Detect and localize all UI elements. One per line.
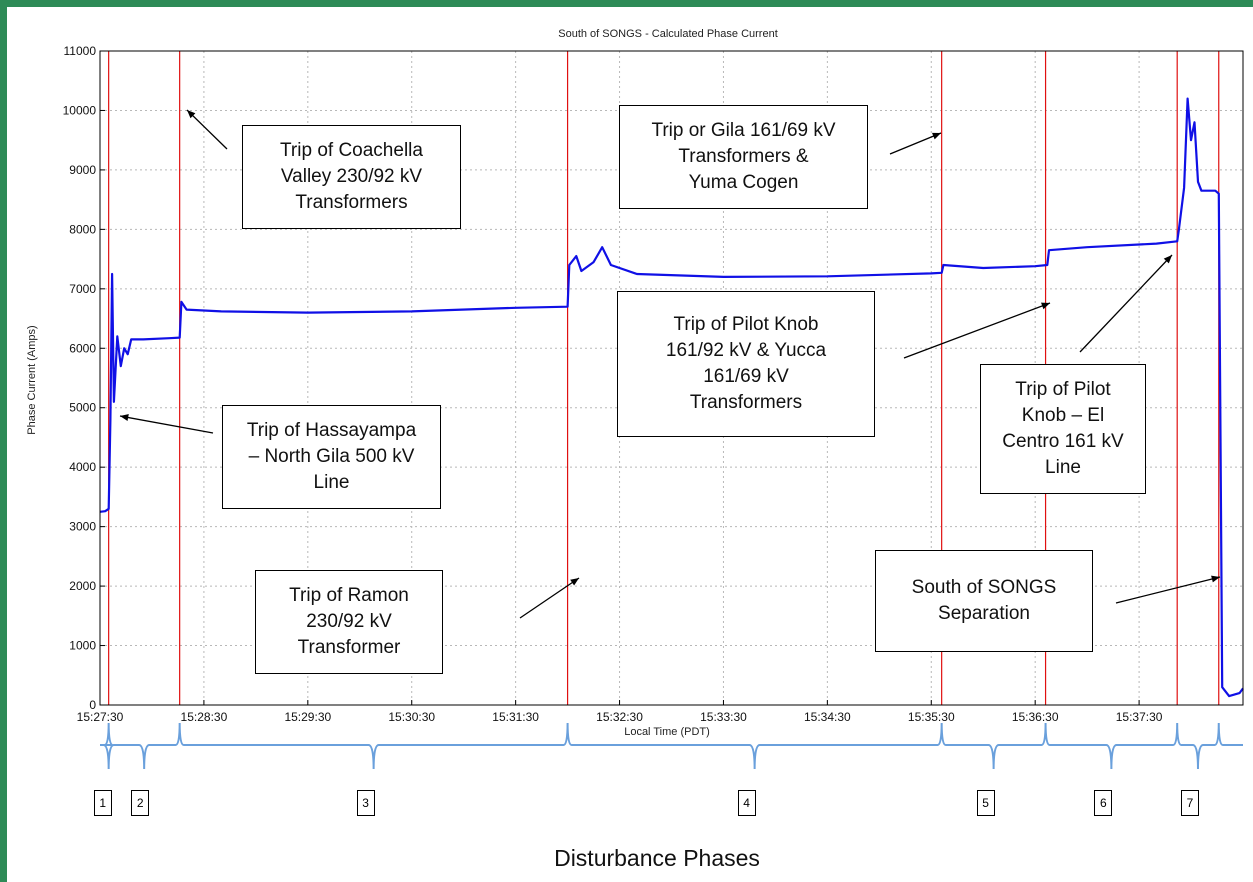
phase-label-box: 4 [737,790,756,816]
event-lines [108,51,1220,705]
disturbance-phases-caption: Disturbance Phases [554,845,760,871]
y-tick-label: 0 [89,698,96,712]
annotation-gila: Trip or Gila 161/69 kV Transformers & Yu… [619,105,868,209]
x-tick-label: 15:29:30 [284,710,331,724]
arrow-head [932,132,941,140]
arrow-shaft [903,302,1051,359]
x-tick-label: 15:32:30 [596,710,643,724]
plot-area-border [99,50,1244,706]
figure-frame: South of SONGS - Calculated Phase Curren… [7,7,1253,882]
y-tick-label: 10000 [63,103,97,117]
arrow-shaft [1115,576,1221,604]
x-tick-label: 15:37:30 [1116,710,1163,724]
arrow-head [570,578,579,586]
arrow-head [1211,575,1220,583]
y-axis-label: Phase Current (Amps) [26,325,38,434]
annotation-coachella: Trip of Coachella Valley 230/92 kV Trans… [242,125,461,229]
arrow-head [187,110,196,119]
x-tick-label: 15:35:30 [908,710,955,724]
x-tick-label: 15:33:30 [700,710,747,724]
annotation-hassayampa: Trip of Hassayampa – North Gila 500 kV L… [222,405,441,509]
y-tick-label: 9000 [69,163,96,177]
arrow-head [1163,255,1172,264]
phase-label-box: 5 [976,790,995,816]
y-tick-label: 2000 [69,579,96,593]
phase-label-box: 7 [1180,790,1199,816]
arrow-shaft [1079,254,1173,353]
arrow-shaft [889,132,942,155]
annotation-songs-separation: South of SONGS Separation [875,550,1093,652]
x-axis-label: Local Time (PDT) [624,726,710,738]
arrow-shaft [186,109,228,150]
annotation-arrows [119,109,1221,619]
y-tick-label: 7000 [69,282,96,296]
y-tick-label: 1000 [69,639,96,653]
y-tick-label: 11000 [64,44,97,58]
x-tick-label: 15:30:30 [388,710,435,724]
phase-label-box: 2 [131,790,150,816]
x-tick-label: 15:27:30 [77,710,124,724]
arrow-shaft [119,415,214,434]
x-tick-labels: 15:27:30 15:28:30 15:29:30 15:30:30 15:31:30… [77,710,1163,724]
annotation-pilot-knob-el-centro: Trip of Pilot Knob – El Centro 161 kV Li… [980,364,1146,494]
annotation-ramon: Trip of Ramon 230/92 kV Transformer [255,570,443,674]
phase-divider-trace [100,722,1243,770]
arrow-shaft [519,577,580,619]
x-tick-label: 15:31:30 [492,710,539,724]
phase-current-line [99,97,1244,698]
phase-label-box: 6 [1094,790,1113,816]
y-tick-label: 3000 [69,520,96,534]
x-tick-label: 15:34:30 [804,710,851,724]
y-tick-label: 6000 [69,341,96,355]
y-tick-label: 5000 [69,401,96,415]
arrow-head [120,414,129,421]
y-tick-label: 8000 [69,222,96,236]
phase-label-box: 3 [356,790,375,816]
chart-title: South of SONGS - Calculated Phase Curren… [558,28,778,40]
x-tick-label: 15:28:30 [181,710,228,724]
arrow-head [1041,302,1050,310]
annotation-pilot-knob-yucca: Trip of Pilot Knob 161/92 kV & Yucca 161… [617,291,875,437]
y-tick-label: 4000 [69,460,96,474]
phase-label-box: 1 [93,790,112,816]
y-tick-labels: 0 1000 2000 3000 4000 5000 6000 7000 8000 9000 100… [63,44,97,712]
x-tick-label: 15:36:30 [1012,710,1059,724]
phase-current-chart: South of SONGS - Calculated Phase Curren… [26,28,1244,770]
